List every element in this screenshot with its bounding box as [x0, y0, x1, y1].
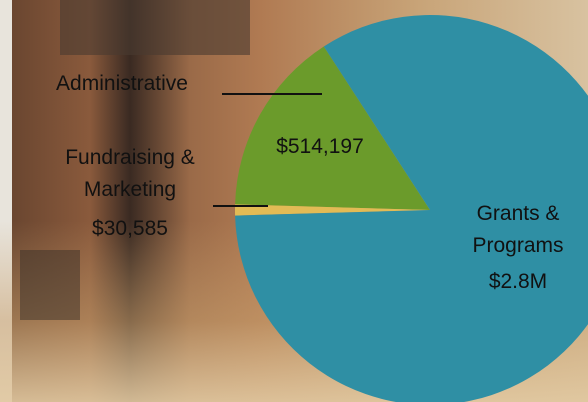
background-shape	[20, 250, 80, 320]
value-label: $514,197	[276, 135, 364, 158]
value-label: $2.8M	[488, 270, 548, 293]
pie-slice	[234, 204, 430, 216]
pie-slice	[235, 15, 588, 402]
pie-slice	[235, 46, 430, 210]
background-shape	[60, 0, 250, 55]
slice-label: Grants & Programs	[472, 202, 564, 257]
value-label: $30,585	[92, 217, 168, 240]
slice-label: Fundraising & Marketing	[65, 146, 195, 201]
slice-label: Administrative	[56, 72, 188, 95]
